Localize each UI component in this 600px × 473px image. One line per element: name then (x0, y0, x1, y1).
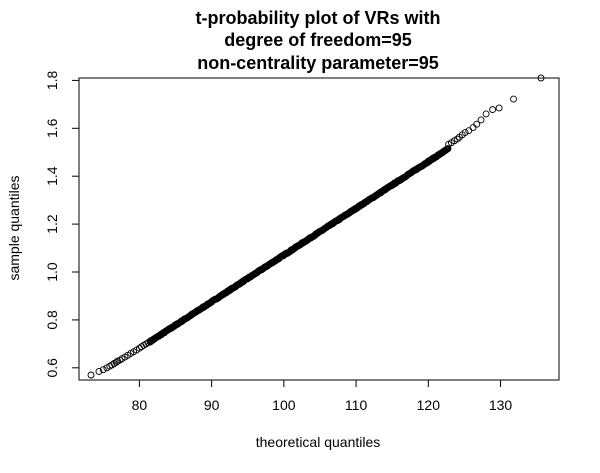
y-tick-label: 1.6 (44, 118, 60, 138)
data-point (116, 356, 124, 364)
data-point (95, 367, 103, 375)
data-point (510, 95, 518, 103)
x-tick-label: 90 (204, 397, 220, 413)
chart-title-line-2: degree of freedom=95 (224, 30, 412, 50)
x-tick-label: 110 (345, 397, 368, 413)
data-point (477, 116, 485, 124)
y-axis: 0.6 0.8 1.0 1.2 1.4 1.6 1.8 (44, 70, 80, 378)
y-tick-label: 1.4 (44, 166, 60, 186)
data-point (461, 129, 469, 137)
chart-title-line-1: t-probability plot of VRs with (196, 8, 441, 28)
data-point (453, 135, 461, 143)
y-axis-label: sample quantiles (6, 175, 22, 280)
data-point (112, 358, 120, 366)
data-point (473, 120, 481, 128)
chart-title-line-3: non-centrality parameter=95 (197, 53, 439, 73)
data-point (99, 366, 107, 374)
data-point (444, 145, 452, 153)
data-point (144, 339, 152, 347)
x-tick-label: 120 (417, 397, 441, 413)
x-axis: 80 90 100 110 120 130 (132, 379, 513, 413)
data-point (482, 110, 490, 118)
x-axis-label: theoretical quantiles (256, 434, 381, 450)
y-tick-label: 1.2 (44, 214, 60, 234)
x-tick-label: 80 (132, 397, 148, 413)
y-tick-label: 1.0 (44, 262, 60, 282)
data-point (87, 371, 95, 379)
data-point (537, 74, 545, 82)
x-tick-label: 100 (272, 397, 296, 413)
data-point (465, 127, 473, 135)
y-tick-label: 0.6 (44, 358, 60, 378)
data-point (469, 124, 477, 132)
y-tick-label: 0.8 (44, 310, 60, 330)
data-point (146, 337, 154, 345)
x-tick-label: 130 (489, 397, 513, 413)
data-point (489, 106, 497, 114)
data-points (87, 74, 545, 379)
y-tick-label: 1.8 (44, 70, 60, 90)
data-point (495, 104, 503, 112)
